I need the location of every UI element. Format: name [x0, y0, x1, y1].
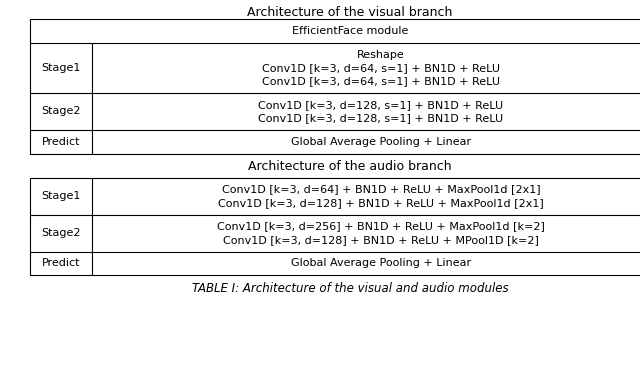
Text: Stage2: Stage2	[41, 228, 81, 238]
Text: Stage1: Stage1	[42, 63, 81, 73]
Text: Stage2: Stage2	[41, 106, 81, 116]
Text: Architecture of the audio branch: Architecture of the audio branch	[248, 160, 452, 173]
Text: Global Average Pooling + Linear: Global Average Pooling + Linear	[291, 258, 471, 268]
Text: Conv1D [k=3, d=128, s=1] + BN1D + ReLU
Conv1D [k=3, d=128, s=1] + BN1D + ReLU: Conv1D [k=3, d=128, s=1] + BN1D + ReLU C…	[259, 100, 504, 123]
Text: EfficientFace module: EfficientFace module	[292, 26, 408, 36]
Text: Stage1: Stage1	[42, 191, 81, 201]
Text: Reshape
Conv1D [k=3, d=64, s=1] + BN1D + ReLU
Conv1D [k=3, d=64, s=1] + BN1D + R: Reshape Conv1D [k=3, d=64, s=1] + BN1D +…	[262, 50, 500, 86]
Text: Conv1D [k=3, d=256] + BN1D + ReLU + MaxPool1d [k=2]
Conv1D [k=3, d=128] + BN1D +: Conv1D [k=3, d=256] + BN1D + ReLU + MaxP…	[217, 221, 545, 245]
Text: TABLE I: Architecture of the visual and audio modules: TABLE I: Architecture of the visual and …	[192, 281, 508, 295]
Text: Conv1D [k=3, d=64] + BN1D + ReLU + MaxPool1d [2x1]
Conv1D [k=3, d=128] + BN1D + : Conv1D [k=3, d=64] + BN1D + ReLU + MaxPo…	[218, 184, 544, 207]
Text: Architecture of the visual branch: Architecture of the visual branch	[247, 5, 452, 19]
Text: Predict: Predict	[42, 258, 80, 268]
Bar	[30, 178, 640, 275]
Bar	[30, 19, 640, 154]
Text: Predict: Predict	[42, 137, 80, 147]
Text: Global Average Pooling + Linear: Global Average Pooling + Linear	[291, 137, 471, 147]
